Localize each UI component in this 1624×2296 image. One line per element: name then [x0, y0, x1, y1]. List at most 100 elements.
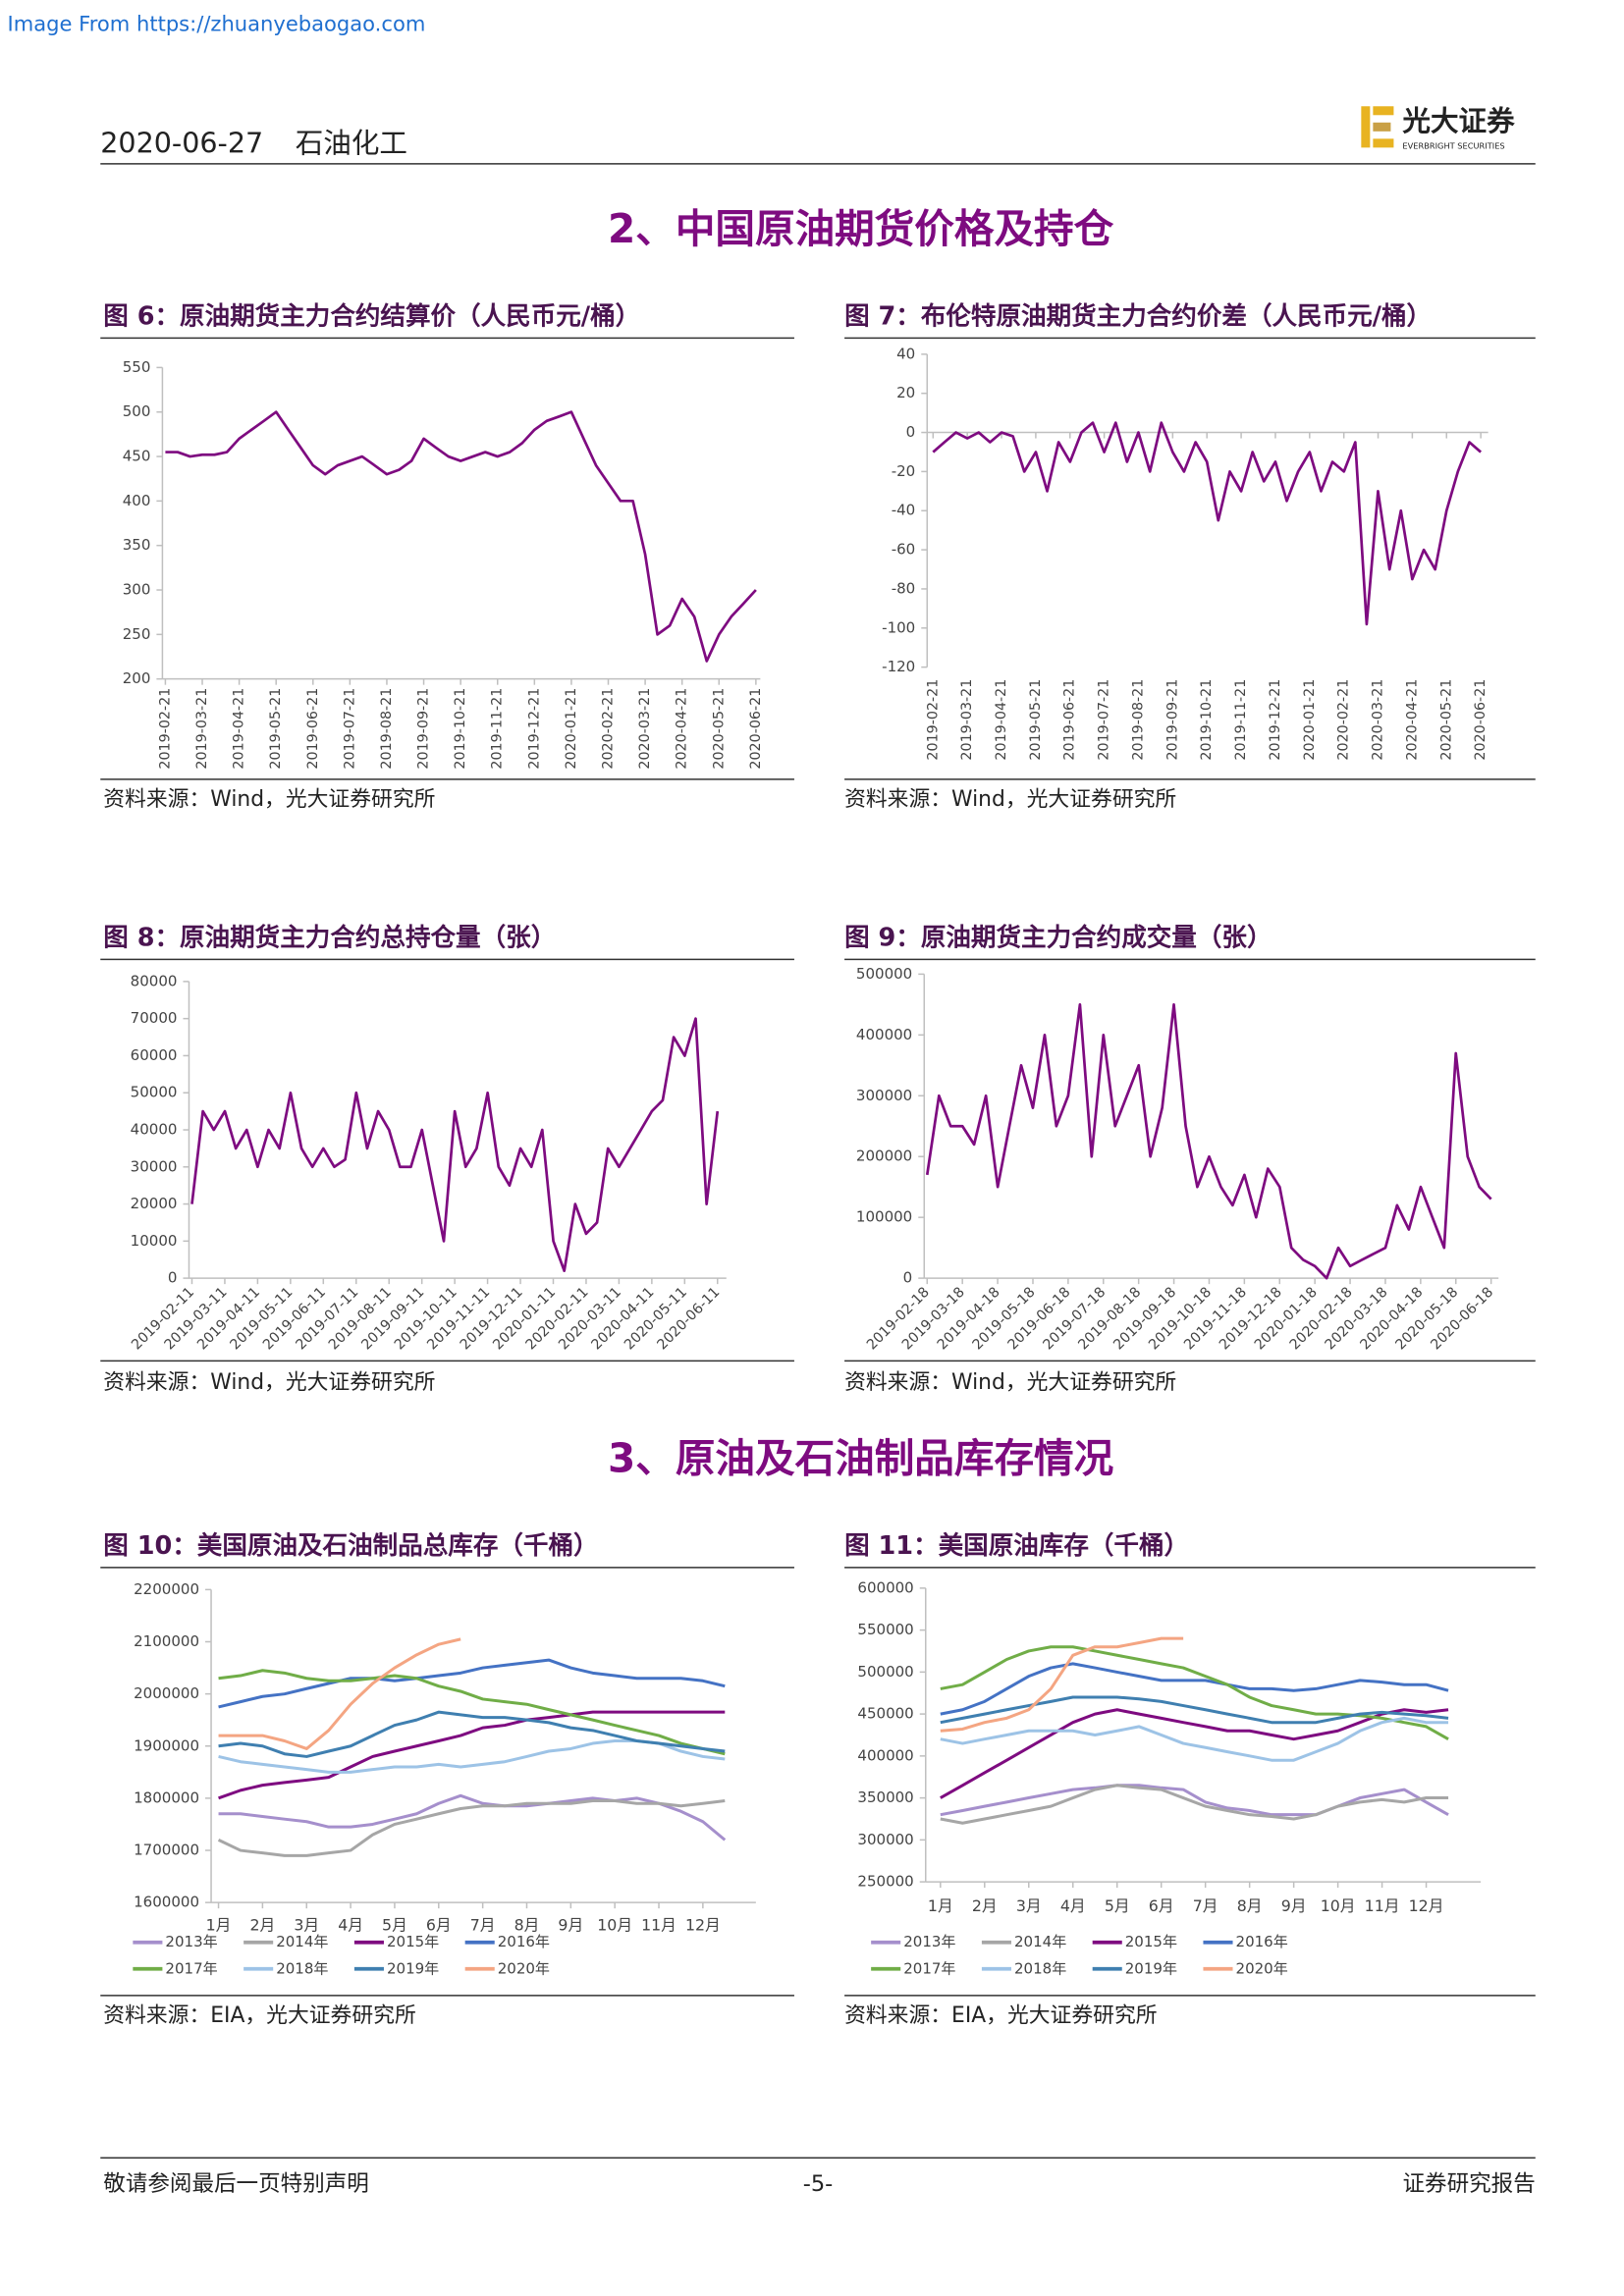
x-tick-label: 12月 — [685, 1916, 721, 1935]
x-tick-label: 2019-09-21 — [416, 688, 432, 770]
x-tick-label: 2020-06-21 — [1473, 679, 1489, 761]
data-line — [940, 1784, 1449, 1825]
data-line — [940, 1636, 1184, 1733]
source-note: Image From https://zhuanyebaogao.com — [8, 12, 426, 36]
legend-label: 2013年 — [903, 1933, 955, 1950]
figure-source: 资料来源：Wind，光大证券研究所 — [103, 787, 435, 812]
y-tick-label: 30000 — [131, 1157, 178, 1175]
legend-label: 2020年 — [498, 1959, 550, 1977]
x-tick-label: 5月 — [1105, 1896, 1130, 1915]
x-tick-label: 5月 — [382, 1916, 407, 1935]
y-tick-label: 500000 — [857, 1663, 913, 1681]
y-tick-label: 80000 — [131, 972, 178, 989]
x-tick-label: 10月 — [597, 1916, 632, 1935]
x-tick-label: 2019-02-21 — [925, 679, 941, 761]
data-line — [940, 1695, 1449, 1725]
legend-label: 2016年 — [1236, 1933, 1288, 1950]
data-line — [218, 1658, 726, 1709]
x-tick-label: 2020-02-21 — [1336, 679, 1352, 761]
x-tick-label: 2019-11-21 — [1233, 679, 1249, 761]
x-tick-label: 2月 — [250, 1916, 276, 1935]
y-tick-label: 1700000 — [134, 1842, 199, 1859]
x-tick-label: 11月 — [641, 1916, 677, 1935]
y-tick-label: 250000 — [857, 1873, 913, 1891]
figure-title: 图 9：原油期货主力合约成交量（张） — [844, 923, 1272, 952]
figure-title: 图 11：美国原油库存（千桶） — [844, 1531, 1189, 1561]
legend-label: 2018年 — [276, 1959, 328, 1977]
y-tick-label: -100 — [882, 618, 915, 636]
x-tick-label: 2019-08-21 — [1130, 679, 1146, 761]
x-tick-label: 2019-06-21 — [305, 688, 321, 770]
y-tick-label: 200000 — [856, 1148, 912, 1165]
footer-note: 敬请参阅最后一页特别声明 — [103, 2171, 369, 2197]
x-tick-label: 4月 — [1060, 1896, 1086, 1915]
x-tick-label: 1月 — [928, 1896, 953, 1915]
y-tick-label: -80 — [892, 579, 916, 597]
legend-label: 2017年 — [903, 1959, 955, 1977]
figure-source: 资料来源：EIA，光大证券研究所 — [103, 2003, 415, 2028]
report-date: 2020-06-27 — [100, 126, 263, 159]
x-tick-label: 2020-03-21 — [1371, 679, 1386, 761]
y-tick-label: 40000 — [131, 1121, 178, 1139]
x-tick-label: 2019-05-21 — [268, 688, 284, 770]
y-tick-label: 70000 — [131, 1009, 178, 1027]
section-title: 2、中国原油期货价格及持仓 — [608, 205, 1114, 252]
data-line — [218, 1793, 727, 1842]
y-tick-label: 300 — [123, 581, 151, 599]
x-tick-label: 7月 — [1193, 1896, 1218, 1915]
legend-label: 2016年 — [498, 1933, 550, 1950]
y-tick-label: 1800000 — [134, 1789, 199, 1806]
footer-label: 证券研究报告 — [1402, 2171, 1535, 2197]
data-line — [218, 1710, 726, 1800]
data-line — [940, 1708, 1449, 1799]
figure-source: 资料来源：Wind，光大证券研究所 — [844, 787, 1176, 812]
y-tick-label: 0 — [906, 423, 916, 441]
y-tick-label: 1600000 — [134, 1894, 199, 1911]
x-tick-label: 2019-03-21 — [959, 679, 975, 761]
data-line — [218, 1637, 461, 1750]
x-tick-label: 2020-05-21 — [1438, 679, 1454, 761]
x-tick-label: 2019-07-21 — [342, 688, 357, 770]
legend-label: 2017年 — [165, 1959, 217, 1977]
x-tick-label: 2019-03-21 — [194, 688, 210, 770]
y-tick-label: 300000 — [856, 1087, 912, 1104]
logo-english: EVERBRIGHT SECURITIES — [1402, 140, 1504, 150]
x-tick-label: 2019-10-21 — [1199, 679, 1215, 761]
logo-name: 光大证券 — [1401, 104, 1515, 137]
x-tick-label: 2019-10-21 — [453, 688, 468, 770]
report-sector: 石油化工 — [296, 126, 407, 159]
x-tick-label: 6月 — [426, 1916, 452, 1935]
x-tick-label: 11月 — [1365, 1896, 1400, 1915]
y-tick-label: 2200000 — [134, 1580, 199, 1598]
x-tick-label: 3月 — [294, 1916, 319, 1935]
data-line — [940, 1645, 1449, 1740]
figure-source: 资料来源：EIA，光大证券研究所 — [844, 2003, 1157, 2028]
y-tick-label: 1900000 — [134, 1736, 199, 1754]
section-title: 3、原油及石油制品库存情况 — [608, 1435, 1113, 1482]
x-tick-label: 3月 — [1016, 1896, 1042, 1915]
data-line — [940, 1662, 1449, 1716]
y-tick-label: 300000 — [857, 1831, 913, 1848]
y-tick-label: 400000 — [856, 1026, 912, 1043]
x-tick-label: 2019-04-21 — [232, 688, 247, 770]
legend-label: 2018年 — [1014, 1959, 1066, 1977]
x-tick-label: 2020-06-21 — [748, 688, 764, 770]
x-tick-label: 2019-05-21 — [1028, 679, 1044, 761]
x-tick-label: 2019-11-21 — [490, 688, 506, 770]
figure-title: 图 10：美国原油及石油制品总库存（千桶） — [103, 1531, 598, 1561]
x-tick-label: 4月 — [338, 1916, 363, 1935]
page-number: -5- — [803, 2171, 834, 2197]
data-line — [925, 1002, 1492, 1280]
figure-title: 图 7：布伦特原油期货主力合约价差（人民币元/桶） — [844, 301, 1432, 331]
y-tick-label: -40 — [892, 502, 916, 519]
legend-label: 2019年 — [387, 1959, 439, 1977]
y-tick-label: 450 — [123, 448, 151, 465]
y-tick-label: 60000 — [131, 1046, 178, 1064]
y-tick-label: -20 — [892, 462, 916, 480]
y-tick-label: 600000 — [857, 1578, 913, 1596]
y-tick-label: 550000 — [857, 1621, 913, 1638]
x-tick-label: 2019-07-21 — [1097, 679, 1112, 761]
y-tick-label: -120 — [882, 658, 915, 675]
x-tick-label: 6月 — [1149, 1896, 1174, 1915]
